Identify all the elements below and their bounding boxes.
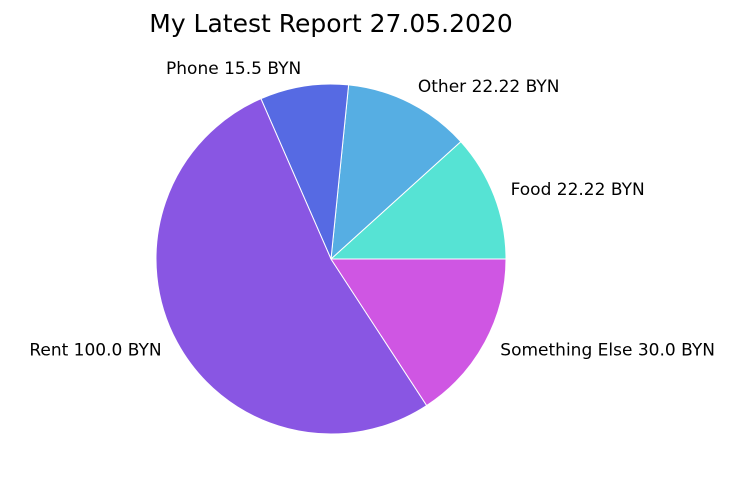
slice-label: Phone 15.5 BYN <box>166 59 301 79</box>
pie-slice-food <box>329 140 507 260</box>
pie-slice-rent <box>155 97 428 435</box>
slice-label: Food 22.22 BYN <box>511 180 645 200</box>
chart-title: My Latest Report 27.05.2020 <box>149 9 512 38</box>
pie-labels: Food 22.22 BYN Other 22.22 BYN Phone 15.5 … <box>29 59 715 361</box>
pie-slice-something-else <box>330 258 507 407</box>
slice-label: Other 22.22 BYN <box>418 77 560 97</box>
pie-slice-other <box>330 84 462 261</box>
slice-label: Something Else 30.0 BYN <box>500 341 715 361</box>
pie-slice-phone <box>260 83 350 261</box>
slice-label: Rent 100.0 BYN <box>29 341 161 361</box>
pie-slices <box>155 83 507 435</box>
